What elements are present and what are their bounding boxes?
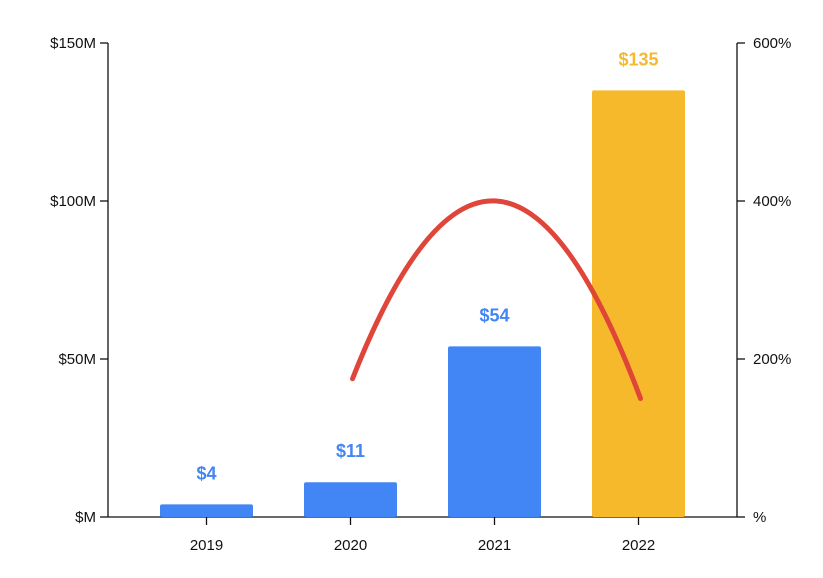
x-tick-label: 2021 [478,537,511,554]
bar-value-label: $135 [618,49,658,69]
bar-value-label: $11 [336,441,365,461]
y-right-tick-label: 400% [753,193,791,210]
growth-line-path [350,198,643,401]
x-tick-label: 2019 [190,537,223,554]
bar-2022 [592,90,685,518]
y-left-tick-label: $50M [58,351,96,368]
bar-2020 [304,482,397,517]
data-labels: $4 $11 $54 $135 [196,49,658,483]
growth-line [350,198,643,401]
bar-2019 [160,504,253,517]
y-left-tick-label: $100M [50,193,96,210]
y-left-tick-label: $150M [50,35,96,52]
y-left-tick-label: $M [75,509,96,526]
bar-value-label: $4 [196,463,216,483]
y-right-tick-label: 200% [753,351,791,368]
y-right-tick-label: 600% [753,35,791,52]
bar-value-label: $54 [479,305,509,325]
x-tick-label: 2022 [622,537,655,554]
axes: $M $50M $100M $150M% 200% 400% 600% 2019 2020 202… [50,35,791,554]
bars [160,90,685,518]
bar-2021 [448,346,541,517]
x-tick-label: 2020 [334,537,367,554]
y-right-tick-label: % [753,509,766,526]
